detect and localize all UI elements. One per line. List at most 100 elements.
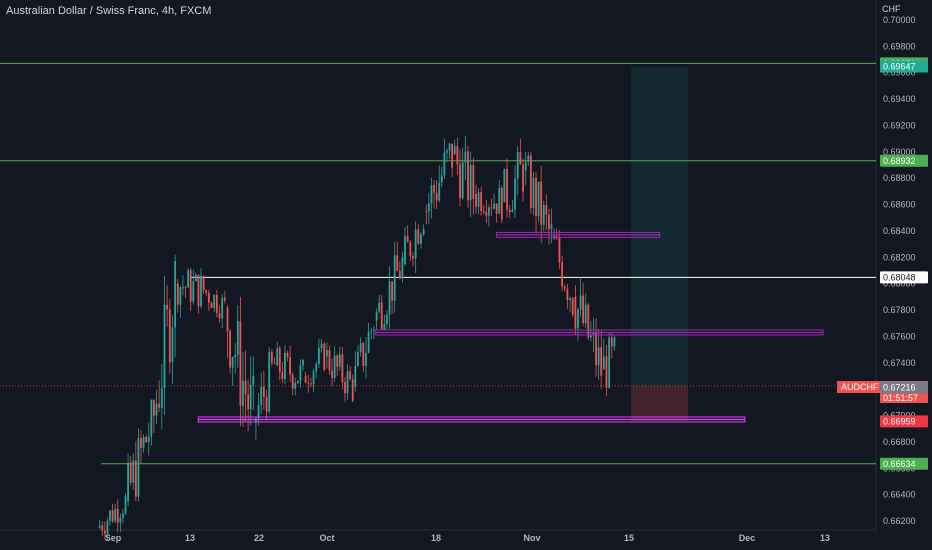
candle-body <box>124 495 127 514</box>
candle-body <box>589 334 592 338</box>
candle-body <box>176 283 179 305</box>
candle-body <box>480 192 483 211</box>
candle-body <box>378 302 381 313</box>
candle-body <box>197 274 200 307</box>
candle-body <box>147 436 150 443</box>
candle-body <box>608 337 611 388</box>
candle-body <box>417 229 420 244</box>
candle-body <box>174 260 177 328</box>
candle-body <box>160 388 163 408</box>
x-tick-label: Nov <box>523 533 540 543</box>
candle-body <box>493 203 495 209</box>
entry-label-bg <box>880 381 928 394</box>
candle-body <box>205 290 208 293</box>
candle-body <box>294 383 297 389</box>
candle-body <box>182 287 184 289</box>
y-tick-label: 0.68800 <box>883 173 916 183</box>
candle-body <box>448 143 451 151</box>
candle-body <box>367 331 370 353</box>
candle-body <box>333 355 336 379</box>
candle-body <box>247 394 250 410</box>
candle-body <box>566 288 569 301</box>
candle-body <box>140 438 142 448</box>
candle-body <box>535 177 537 216</box>
candle-body <box>109 510 111 521</box>
candle-body <box>354 365 357 387</box>
candle-body <box>443 152 446 176</box>
candle-body <box>498 187 501 214</box>
candle-body <box>111 510 114 522</box>
bar-countdown-label: 01:51:57 <box>883 393 918 403</box>
candle-body <box>558 237 561 263</box>
candle-body <box>218 313 221 319</box>
candle-body <box>155 403 158 416</box>
candle-body <box>388 281 391 315</box>
candle-body <box>393 255 396 301</box>
candle-body <box>514 178 516 210</box>
candle-body <box>351 379 354 401</box>
y-tick-label: 0.69400 <box>883 94 916 104</box>
candle-body <box>503 169 506 202</box>
candle-body <box>116 508 119 523</box>
candle-body <box>239 321 242 406</box>
candle-body <box>202 276 205 291</box>
x-tick-label: 13 <box>820 533 830 543</box>
candle-body <box>522 164 524 192</box>
candle-body <box>286 353 289 358</box>
candle-body <box>472 164 475 200</box>
candle-body <box>511 209 514 213</box>
candle-body <box>613 337 616 347</box>
candle-body <box>440 175 443 183</box>
candle-body <box>475 194 477 207</box>
candle-body <box>310 383 312 385</box>
candle-body <box>391 281 393 301</box>
candle-body <box>404 236 406 264</box>
candle-body <box>315 363 318 372</box>
candle-body <box>213 294 216 309</box>
entry-label: 0.67216 <box>883 383 916 393</box>
candle-body <box>349 371 352 380</box>
symbol-badge-bg <box>837 381 880 393</box>
x-tick-label: Sep <box>105 533 122 543</box>
candle-body <box>226 307 229 332</box>
candle-body <box>610 337 613 347</box>
candle-body <box>268 352 271 412</box>
candle-body <box>137 438 140 497</box>
candle-body <box>605 356 608 388</box>
candle-body <box>119 517 122 523</box>
candles-group <box>98 135 616 541</box>
candle-body <box>336 355 339 367</box>
candle-body <box>132 460 135 483</box>
candle-body <box>307 382 310 384</box>
y-tick-label: 0.68200 <box>883 252 916 262</box>
stop-label-bg <box>880 415 928 428</box>
candle-body <box>184 287 187 289</box>
candle-body <box>98 525 101 528</box>
candle-body <box>600 347 603 376</box>
candle-body <box>451 143 454 168</box>
candle-body <box>323 343 326 371</box>
stop-label: 0.66959 <box>883 416 916 426</box>
x-tick-label: 15 <box>624 533 634 543</box>
candle-body <box>548 214 550 230</box>
level-label-0-68048-bg <box>880 271 928 284</box>
candle-body <box>153 399 155 416</box>
x-tick-label: 18 <box>431 533 441 543</box>
candle-body <box>469 164 472 201</box>
symbol-badge: AUDCHF <box>841 382 879 392</box>
candle-body <box>221 297 224 319</box>
candle-body <box>370 330 373 332</box>
candle-body <box>422 229 425 235</box>
candle-body <box>200 276 202 307</box>
y-tick-label: 0.70000 <box>883 15 916 25</box>
candle-body <box>446 150 448 153</box>
candle-body <box>249 384 252 410</box>
level-label-0-68048: 0.68048 <box>883 272 916 282</box>
y-tick-label: 0.68600 <box>883 200 916 210</box>
candle-body <box>166 304 169 310</box>
candle-body <box>291 374 294 389</box>
candle-body <box>409 242 412 257</box>
candle-body <box>508 209 511 213</box>
